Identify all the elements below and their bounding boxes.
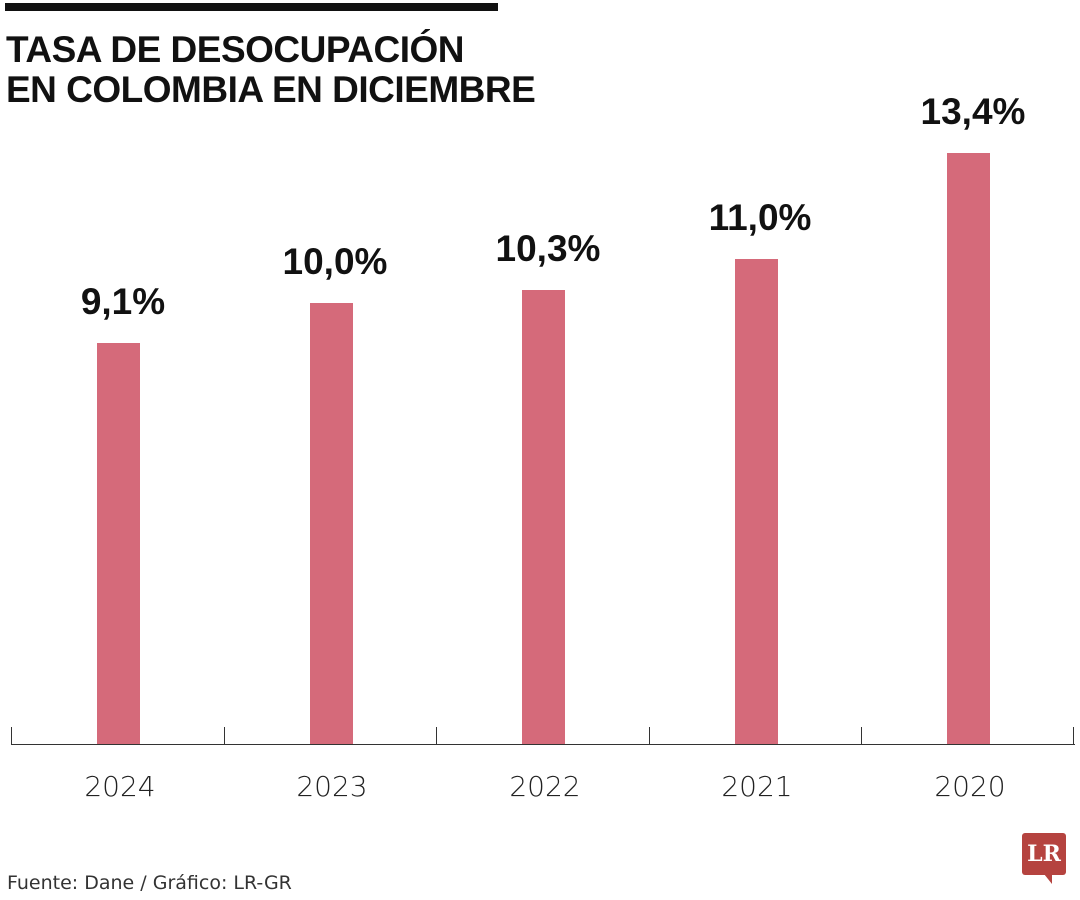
- bar-2020: [947, 153, 990, 744]
- x-axis-tick: [861, 727, 862, 745]
- value-label-2024: 9,1%: [80, 281, 166, 322]
- x-tick-label-2023: 2023: [296, 770, 368, 803]
- x-axis-tick: [1073, 727, 1074, 745]
- lr-logo-text: LR: [1027, 841, 1061, 867]
- lr-logo-tail-icon: [1044, 874, 1052, 884]
- top-rule: [5, 3, 498, 11]
- x-axis-tick: [11, 727, 12, 745]
- value-label-2022: 10,3%: [495, 228, 601, 269]
- x-tick-label-2021: 2021: [721, 770, 793, 803]
- x-axis-tick: [224, 727, 225, 745]
- bar-2022: [522, 290, 565, 744]
- title-line-2: EN COLOMBIA EN DICIEMBRE: [6, 69, 536, 110]
- chart-title: TASA DE DESOCUPACIÓN EN COLOMBIA EN DICI…: [6, 29, 536, 110]
- lr-logo: LR: [1022, 833, 1066, 875]
- x-axis-tick: [649, 727, 650, 745]
- value-label-2021: 11,0%: [708, 197, 812, 238]
- x-axis-line: [11, 744, 1075, 745]
- x-axis-tick: [436, 727, 437, 745]
- source-note: Fuente: Dane / Gráfico: LR-GR: [7, 872, 292, 894]
- x-tick-label-2022: 2022: [509, 770, 581, 803]
- value-label-2020: 13,4%: [920, 91, 1026, 132]
- x-tick-label-2020: 2020: [934, 770, 1006, 803]
- value-label-2023: 10,0%: [282, 241, 388, 282]
- bar-2021: [735, 259, 778, 744]
- x-tick-label-2024: 2024: [84, 770, 156, 803]
- bar-2023: [310, 303, 353, 744]
- title-line-1: TASA DE DESOCUPACIÓN: [6, 29, 465, 70]
- bar-2024: [97, 343, 140, 744]
